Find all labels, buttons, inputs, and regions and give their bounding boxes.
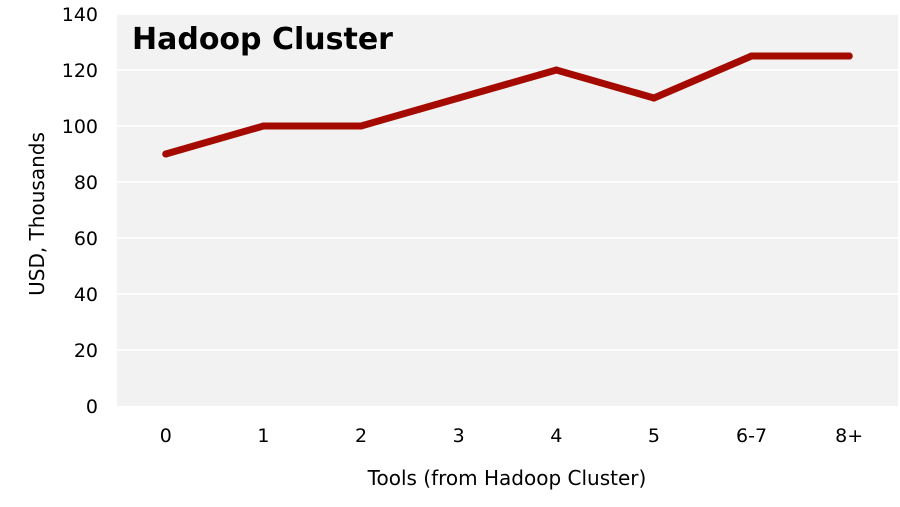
x-tick-label: 0 xyxy=(160,425,172,447)
y-tick-label: 60 xyxy=(74,228,98,250)
data-point xyxy=(845,52,853,60)
series-layer xyxy=(162,52,853,158)
data-point xyxy=(162,150,170,158)
y-tick-label: 0 xyxy=(86,396,98,418)
x-axis-ticks: 0 1 2 3 4 5 6-7 8+ xyxy=(160,425,863,447)
y-tick-label: 40 xyxy=(74,284,98,306)
data-point xyxy=(748,52,756,60)
y-tick-label: 120 xyxy=(62,60,98,82)
x-tick-label: 3 xyxy=(453,425,465,447)
y-tick-label: 20 xyxy=(74,340,98,362)
data-point xyxy=(455,94,463,102)
x-tick-label: 6-7 xyxy=(736,425,767,447)
y-tick-label: 100 xyxy=(62,116,98,138)
data-point xyxy=(552,66,560,74)
plot-area xyxy=(117,14,898,406)
series-line xyxy=(162,52,853,158)
y-tick-label: 140 xyxy=(62,4,98,26)
gridlines xyxy=(117,13,898,351)
data-point xyxy=(357,122,365,130)
x-axis-title: Tools (from Hadoop Cluster) xyxy=(367,466,647,490)
x-tick-label: 8+ xyxy=(835,425,863,447)
y-tick-label: 80 xyxy=(74,172,98,194)
data-point xyxy=(259,122,267,130)
x-tick-label: 1 xyxy=(257,425,269,447)
data-point xyxy=(650,94,658,102)
x-tick-label: 5 xyxy=(648,425,660,447)
y-axis-ticks: 0 20 40 60 80 100 120 140 xyxy=(62,4,98,418)
chart-title: Hadoop Cluster xyxy=(132,22,393,57)
y-axis-title: USD, Thousands xyxy=(25,132,49,296)
x-tick-label: 2 xyxy=(355,425,367,447)
x-tick-label: 4 xyxy=(550,425,562,447)
